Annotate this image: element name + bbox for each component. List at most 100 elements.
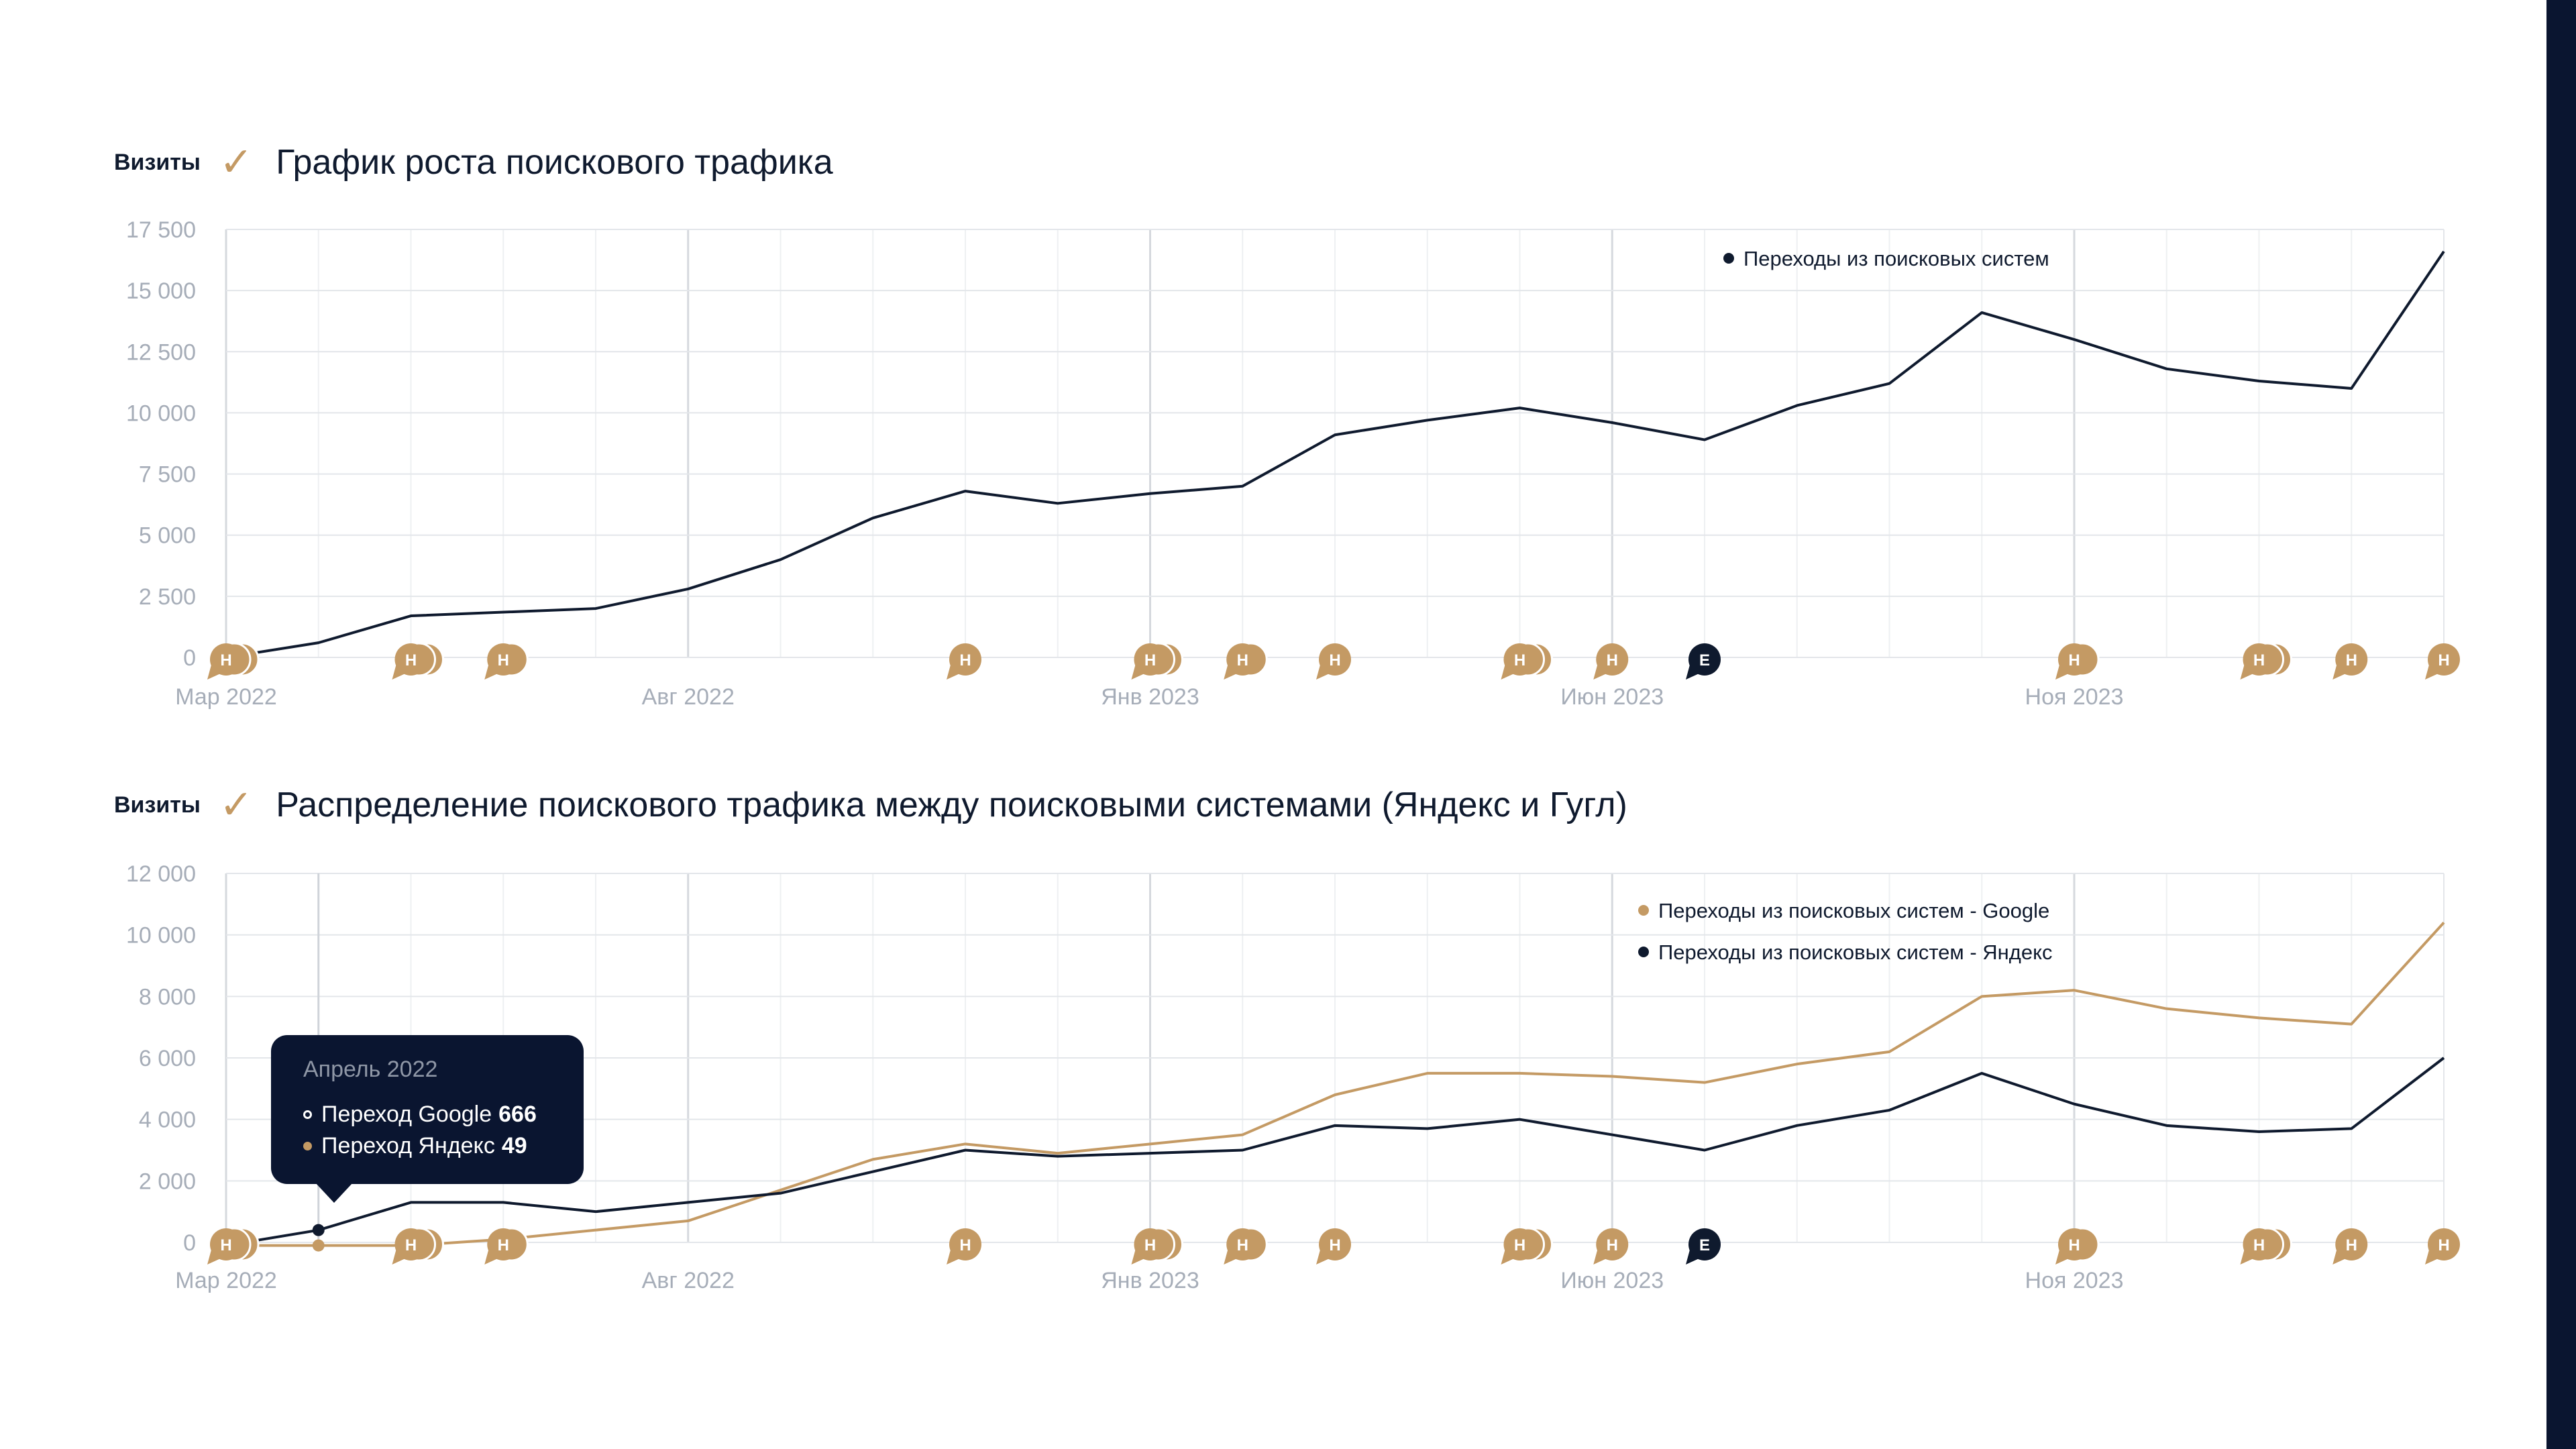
- annotation-marker: Е: [1686, 643, 1721, 680]
- marker-tail: [484, 1250, 500, 1265]
- marker-tail: [1593, 665, 1609, 680]
- marker-tail: [2240, 665, 2255, 680]
- annotation-marker: Н: [1593, 643, 1629, 680]
- marker-letter: Н: [405, 651, 417, 669]
- y-tick-label: 2 500: [139, 584, 196, 610]
- marker-bubble: [2428, 643, 2460, 676]
- annotation-marker: Н: [1131, 642, 1183, 680]
- annotation-marker: Н: [1224, 642, 1268, 680]
- marker-tail: [1224, 665, 1239, 680]
- chart1-metric-label: Визиты: [114, 149, 201, 175]
- legend-label: Переходы из поисковых систем - Google: [1658, 899, 2049, 922]
- marker-bubble: [2058, 1228, 2090, 1260]
- y-tick-label: 2 000: [139, 1169, 196, 1194]
- marker-letter: Н: [1144, 1236, 1156, 1254]
- marker-bubble: [1596, 643, 1629, 676]
- check-icon: ✓: [219, 140, 254, 184]
- marker-tail: [947, 665, 961, 680]
- marker-tail: [947, 1250, 961, 1265]
- marker-tail: [2055, 665, 2070, 680]
- chart1-title: График роста поискового трафика: [276, 143, 833, 182]
- marker-bubble: [1688, 1228, 1721, 1260]
- annotation-marker: Н: [484, 1227, 529, 1265]
- marker-letter: Н: [2438, 651, 2449, 669]
- legend-dot: [1638, 947, 1649, 957]
- marker-bubble: [2428, 1228, 2460, 1260]
- chart1-svg: 0 2 500 5 000 7 500 10 000 12 500 15 000 17 500…: [126, 217, 2460, 710]
- marker-letter: Н: [1514, 1236, 1525, 1254]
- marker-bubble: [1319, 1228, 1351, 1260]
- marker-tail: [1501, 1250, 1516, 1265]
- marker-letter: Н: [2068, 1236, 2080, 1254]
- marker-letter: Н: [959, 1236, 971, 1254]
- marker-tail: [1316, 1250, 1331, 1265]
- y-tick-label: 0: [183, 645, 196, 671]
- marker-letter: Н: [1237, 651, 1248, 669]
- annotation-marker: Е: [1686, 1228, 1721, 1265]
- chart2-svg: 0 2 000 4 000 6 000 8 000 10 000 12 000 Мар 202…: [126, 861, 2460, 1293]
- marker-letter: Е: [1699, 651, 1710, 669]
- marker-bubble: [1226, 1228, 1259, 1260]
- marker-bubble: [210, 1228, 242, 1260]
- marker-letter: Н: [2253, 1236, 2265, 1254]
- marker-letter: Н: [2253, 651, 2265, 669]
- y-tick-label: 6 000: [139, 1046, 196, 1071]
- marker-tail: [207, 1250, 222, 1265]
- x-tick-label: Июн 2023: [1560, 684, 1664, 710]
- y-tick-label: 12 000: [126, 861, 196, 887]
- x-tick-label: Авг 2022: [642, 1268, 735, 1293]
- marker-letter: Н: [1329, 651, 1340, 669]
- annotation-marker: Н: [484, 642, 529, 680]
- marker-bubble: [1503, 1228, 1536, 1260]
- marker-tail: [1131, 1250, 1146, 1265]
- tooltip-yandex-value: 49: [501, 1133, 527, 1159]
- annotation-marker: Н: [2332, 1228, 2368, 1265]
- marker-bubble: [487, 1228, 520, 1260]
- chart2-metric-label: Визиты: [114, 792, 201, 818]
- annotation-marker: Н: [947, 643, 981, 680]
- marker-letter: Н: [1329, 1236, 1340, 1254]
- right-sidebar-strip: [2546, 0, 2576, 1449]
- marker-bubble: [2243, 643, 2275, 676]
- annotation-marker: Н: [1224, 1227, 1268, 1265]
- marker-tail: [2055, 1250, 2070, 1265]
- x-tick-label: Ноя 2023: [2025, 1268, 2124, 1293]
- x-tick-label: Янв 2023: [1101, 684, 1199, 710]
- google-dot-icon: [303, 1110, 312, 1119]
- annotation-marker: Н: [392, 642, 444, 680]
- legend-dot: [1638, 905, 1649, 916]
- annotation-marker: Н: [1593, 1228, 1629, 1265]
- marker-tail: [1593, 1250, 1609, 1265]
- legend-dot: [1723, 253, 1734, 264]
- highlight-point-google: [312, 1239, 325, 1252]
- legend-label: Переходы из поисковых систем - Яндекс: [1658, 941, 2053, 964]
- marker-letter: Н: [2438, 1236, 2449, 1254]
- y-tick-label: 5 000: [139, 523, 196, 549]
- marker-bubble: [2335, 643, 2368, 676]
- marker-bubble: [949, 643, 981, 676]
- annotation-marker: Н: [1501, 642, 1553, 680]
- annotation-marker: Н: [207, 1227, 260, 1265]
- marker-bubble: [394, 1228, 427, 1260]
- marker-letter: Н: [1144, 651, 1156, 669]
- marker-letter: Е: [1699, 1236, 1710, 1254]
- annotation-marker: Н: [1316, 1228, 1351, 1265]
- tooltip-yandex-label: Переход Яндекс: [321, 1133, 495, 1159]
- y-tick-label: 7 500: [139, 462, 196, 488]
- marker-tail: [1686, 665, 1701, 680]
- tooltip-title: Апрель 2022: [303, 1057, 438, 1082]
- marker-bubble: [394, 643, 427, 676]
- annotation-marker: Н: [947, 1228, 981, 1265]
- marker-tail: [2425, 1250, 2440, 1265]
- marker-letter: Н: [220, 1236, 231, 1254]
- marker-letter: Н: [1514, 651, 1525, 669]
- marker-tail: [484, 665, 500, 680]
- y-tick-label: 4 000: [139, 1108, 196, 1133]
- chart2-title: Распределение поискового трафика между п…: [276, 786, 1627, 824]
- annotation-marker: Н: [2055, 642, 2100, 680]
- marker-letter: Н: [1607, 1236, 1618, 1254]
- marker-bubble: [210, 643, 242, 676]
- yandex-dot-icon: [303, 1142, 312, 1150]
- annotation-marker: Н: [2425, 1228, 2460, 1265]
- annotation-marker: Н: [2332, 643, 2368, 680]
